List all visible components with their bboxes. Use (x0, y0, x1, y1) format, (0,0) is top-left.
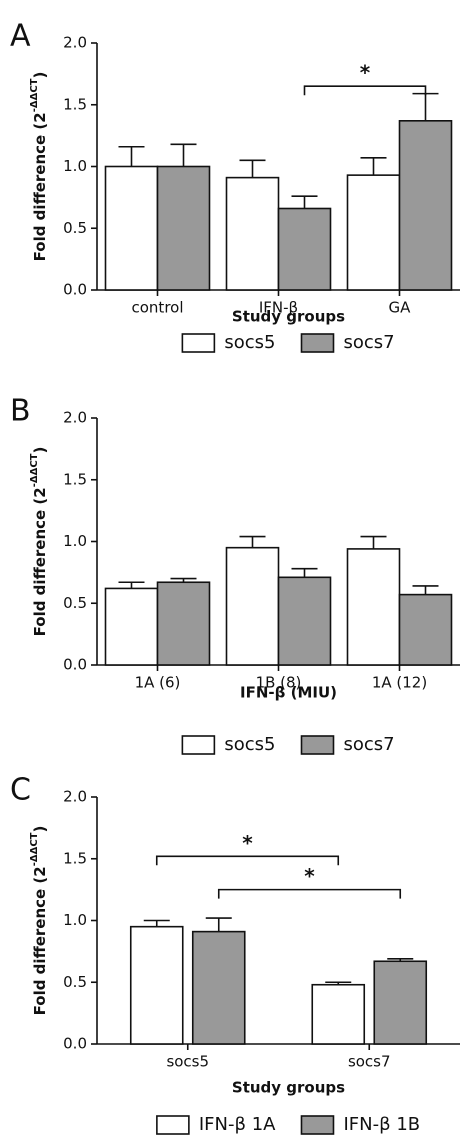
bar (346, 548, 401, 666)
y-tick-label: 1.0 (63, 532, 87, 550)
panel-label: A (10, 19, 31, 54)
bar (191, 930, 246, 1045)
y-axis-label-part: -ΔΔCT (29, 78, 40, 112)
y-axis-label: Fold difference (2-ΔΔCT) (29, 447, 49, 637)
legend: IFN-β 1A IFN-β 1B (156, 1114, 420, 1135)
bar (373, 960, 428, 1045)
x-tick-label: IFN-β (259, 299, 298, 317)
x-tick-label: socs7 (348, 1053, 391, 1071)
legend-label: IFN-β 1A (199, 1114, 276, 1135)
y-axis-label-part: Fold difference (2 (31, 866, 49, 1015)
y-tick-label: 1.0 (63, 157, 87, 175)
y-tick-label: 0.0 (63, 1035, 87, 1053)
x-tick-label: GA (389, 299, 412, 317)
legend: socs5 socs7 (181, 332, 395, 353)
x-axis-label: Study groups (232, 308, 345, 326)
significance-label: * (304, 864, 315, 888)
y-tick-label: 2.0 (63, 409, 87, 427)
x-tick-label: 1A (6) (135, 674, 181, 692)
significance-label: * (242, 831, 253, 855)
x-tick-label: 1A (12) (372, 674, 427, 692)
bar (104, 587, 159, 666)
legend-swatch (181, 735, 216, 755)
legend-label: socs7 (344, 734, 395, 755)
legend-swatch (300, 333, 335, 353)
x-axis-label: Study groups (232, 1079, 345, 1097)
legend-label: socs5 (224, 332, 275, 353)
bar (156, 165, 211, 291)
significance-bracket (155, 855, 340, 866)
y-tick-label: 1.0 (63, 911, 87, 929)
legend-label: socs7 (344, 332, 395, 353)
bar (156, 581, 211, 666)
bar (346, 174, 401, 291)
significance-label: * (360, 61, 371, 85)
x-tick-label: control (132, 299, 184, 317)
bar (225, 176, 280, 291)
panel-label: B (10, 394, 31, 429)
y-axis-label-part: -ΔΔCT (29, 453, 40, 487)
y-tick-label: 0.0 (63, 281, 87, 299)
y-tick-label: 0.5 (63, 219, 87, 237)
y-axis-label: Fold difference (2-ΔΔCT) (29, 826, 49, 1016)
x-tick-label: 1B (8) (256, 674, 302, 692)
legend-label: IFN-β 1B (343, 1114, 420, 1135)
bar (311, 983, 366, 1045)
legend-swatch (300, 1115, 335, 1135)
bar (129, 925, 184, 1045)
panel-label: C (10, 773, 31, 808)
legend-swatch (300, 735, 335, 755)
y-tick-label: 0.0 (63, 656, 87, 674)
y-axis-label-part: Fold difference (2 (31, 112, 49, 261)
y-axis-label-part: -ΔΔCT (29, 832, 40, 866)
y-tick-label: 2.0 (63, 34, 87, 52)
y-axis-label-part: Fold difference (2 (31, 487, 49, 636)
bar (104, 165, 159, 291)
significance-bracket (303, 85, 427, 96)
y-axis-label: Fold difference (2-ΔΔCT) (29, 72, 49, 262)
y-tick-label: 2.0 (63, 788, 87, 806)
y-tick-label: 0.5 (63, 973, 87, 991)
legend: socs5 socs7 (181, 734, 395, 755)
y-axis-label-part: ) (31, 447, 49, 454)
bar (225, 546, 280, 666)
y-tick-label: 1.5 (63, 95, 87, 113)
bar (277, 207, 332, 291)
bar (398, 593, 453, 666)
y-tick-label: 0.5 (63, 594, 87, 612)
y-axis-label-part: ) (31, 72, 49, 79)
significance-bracket (217, 888, 402, 899)
y-tick-label: 1.5 (63, 849, 87, 867)
legend-label: socs5 (224, 734, 275, 755)
y-tick-label: 1.5 (63, 470, 87, 488)
legend-swatch (181, 333, 216, 353)
bar (277, 576, 332, 666)
x-tick-label: socs5 (166, 1053, 209, 1071)
bar (398, 120, 453, 291)
y-axis-label-part: ) (31, 826, 49, 833)
x-axis-label: IFN-β (MIU) (240, 684, 337, 702)
legend-swatch (156, 1115, 190, 1135)
